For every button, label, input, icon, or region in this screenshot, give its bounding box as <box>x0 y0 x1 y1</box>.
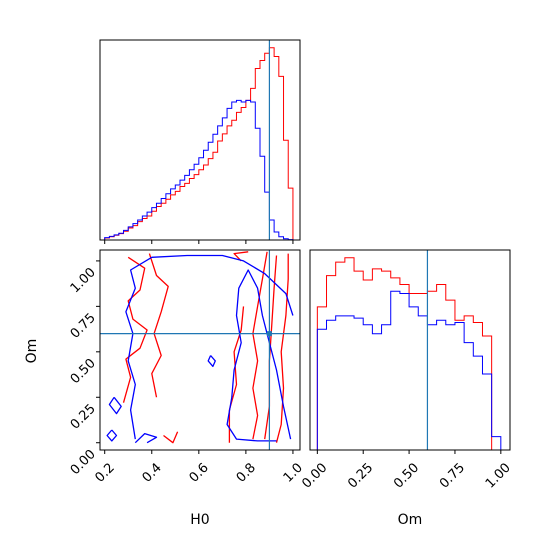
contour-red-6 <box>163 431 179 444</box>
contour-blue-8 <box>125 254 294 440</box>
contour-blue-9 <box>226 269 292 442</box>
contour-lines <box>106 251 294 444</box>
contour-red-0 <box>252 251 268 440</box>
contour-blue-13 <box>207 355 216 368</box>
om-histogram-frame <box>309 249 511 451</box>
om-histogram-blue-series <box>316 290 502 450</box>
contour-blue-11 <box>106 429 118 442</box>
om-histogram-red-series <box>316 257 501 450</box>
contour-blue-12 <box>134 432 158 444</box>
y-axis-label-om: Om <box>24 339 40 364</box>
h0-histogram-red-series <box>104 47 294 240</box>
h0-histogram-frame <box>99 39 301 241</box>
x-axis-label-om: Om <box>398 512 423 528</box>
contour-red-7 <box>233 251 249 262</box>
contour-blue-10 <box>108 396 122 415</box>
om-histogram-series <box>316 257 502 450</box>
h0-histogram-blue-series <box>104 99 294 240</box>
contour-frame <box>99 249 301 451</box>
h0-histogram-panel <box>99 39 301 244</box>
contour-red-2 <box>275 253 289 443</box>
h0-histogram-series <box>104 47 294 240</box>
contour-red-3 <box>228 306 245 443</box>
x-axis-label-h0: H0 <box>190 512 209 528</box>
contour-red-4 <box>122 256 148 403</box>
contour-red-5 <box>148 253 169 398</box>
contour-truth-marker <box>266 331 272 337</box>
